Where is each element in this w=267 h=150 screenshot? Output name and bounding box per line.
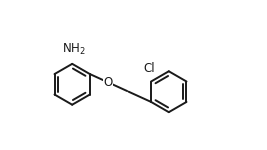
Text: Cl: Cl [143,62,155,75]
Text: O: O [104,76,113,89]
Text: NH$_2$: NH$_2$ [62,42,86,57]
